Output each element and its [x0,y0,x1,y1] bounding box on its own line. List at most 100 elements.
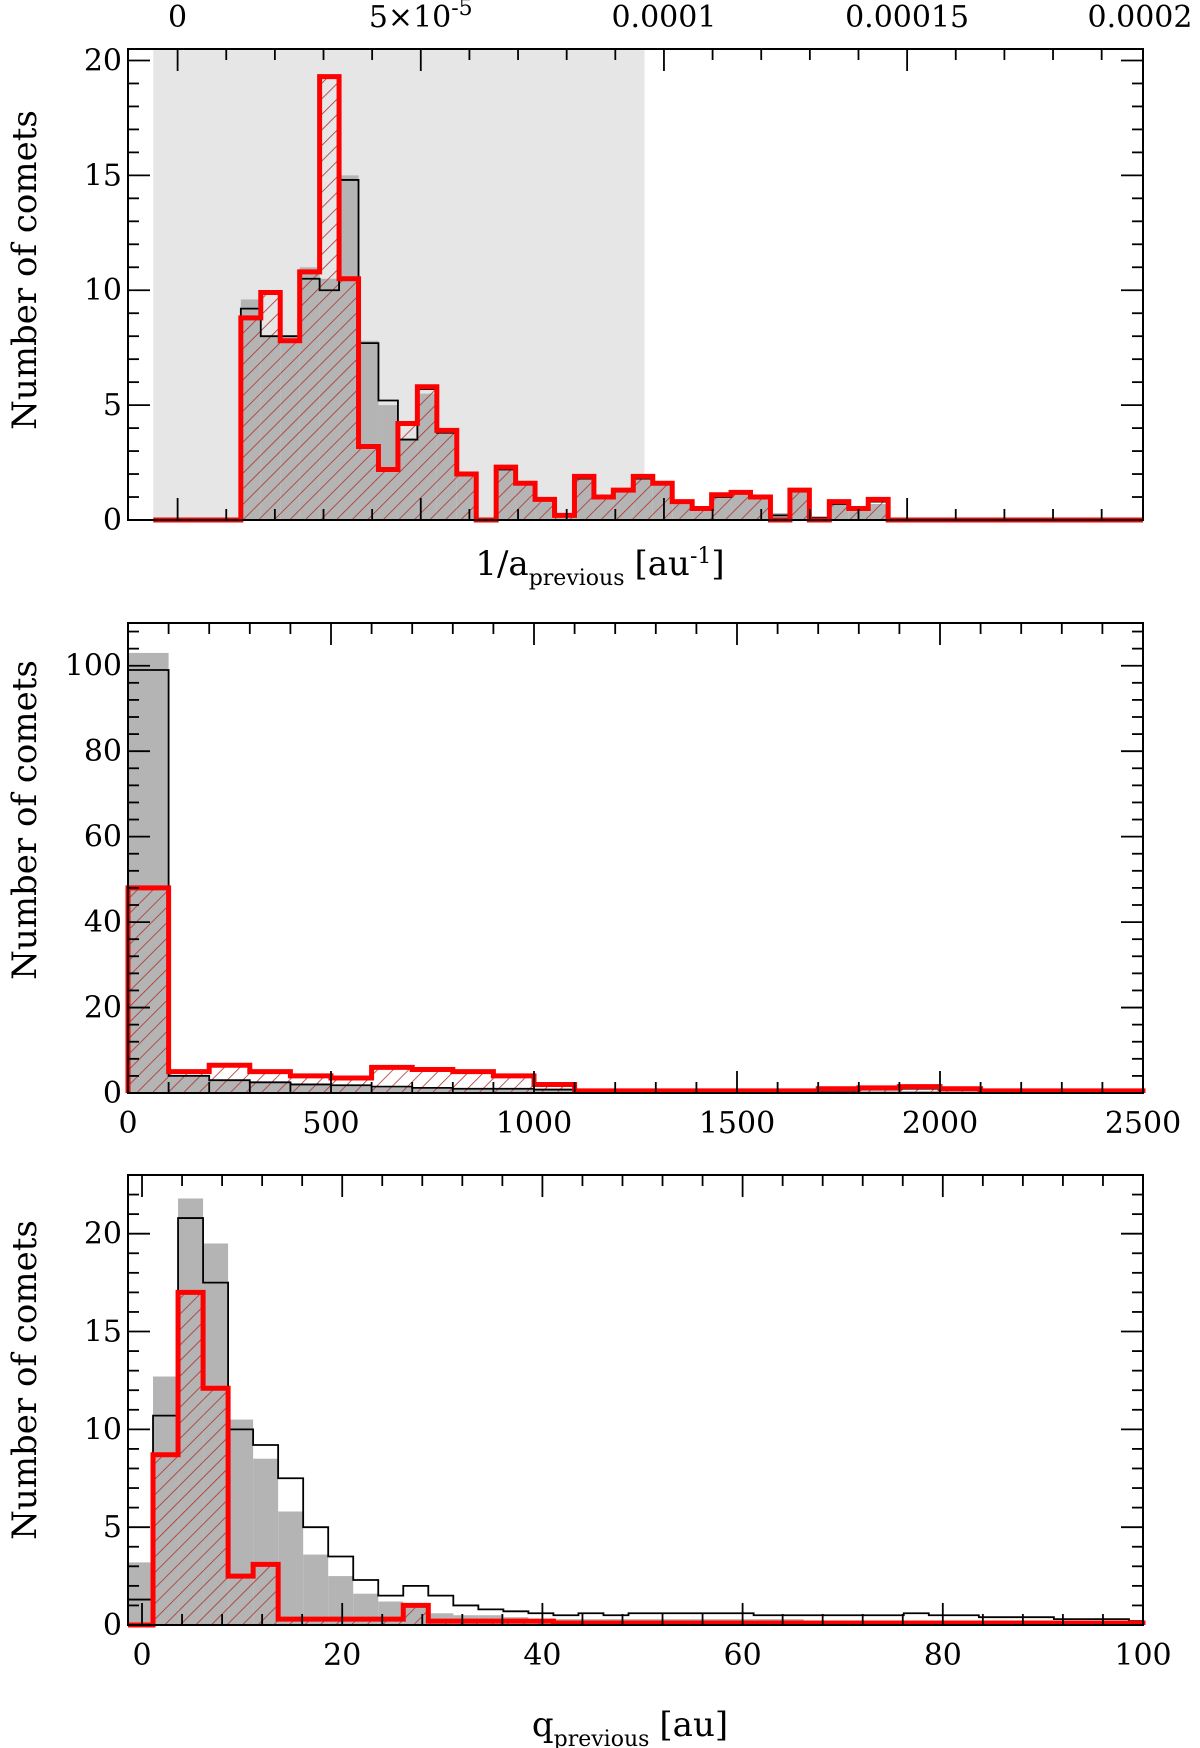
hatched-bar [789,490,810,520]
hatched-bar [574,476,594,520]
histogram-bars-bottom [127,1198,1146,1628]
gray-bar [303,1554,329,1625]
x-axis-label-bottom-subscript: previous [554,1727,650,1748]
hatched-bar [412,1069,453,1093]
red-outline-series [128,1289,1146,1628]
x-tick-label-top: 5×10-5 [369,0,473,35]
x-axis-label-bottom-main: q [532,1705,554,1745]
x-tick-label: 0 [132,1638,151,1673]
x-tick-label: 2000 [902,1106,978,1141]
x-tick-label-top: 0.0002 [1088,0,1193,35]
y-tick-label: 15 [84,1315,122,1350]
hatched-bar [672,501,693,520]
hatched-bar [750,497,771,520]
hatched-bar [240,317,261,520]
hatched-bar [260,292,281,520]
x-tick-label: 1000 [496,1106,572,1141]
histogram-bars-middle [125,652,1146,1094]
x-tick-label: 80 [924,1638,962,1673]
x-tick-label-top-exponent: -5 [451,0,472,21]
hatched-bar [456,474,477,520]
x-axis-label-bottom: qprevious [au] [532,1705,728,1748]
ticks-bottom: 0 5 10 15 20 0 20 40 60 80 100 [84,1174,1172,1673]
y-tick-label: 10 [84,1412,122,1447]
y-tick-label: 100 [65,649,122,684]
axes-frame-bottom [127,1174,1144,1626]
y-axis-label-middle: Number of comets [5,660,45,980]
hatched-bar [278,1619,304,1625]
y-tick-label: 5 [103,388,122,423]
x-axis-label-top-subscript: previous [529,566,625,591]
y-axis-label-bottom: Number of comets [5,1220,45,1540]
hatched-bar [168,1071,210,1093]
hatched-bar [358,446,379,520]
hatched-bar [203,1388,229,1625]
hatched-bar [493,1075,534,1093]
panel-bottom: 0 5 10 15 20 0 20 40 60 80 100 Number of comets qp… [5,1174,1172,1748]
hatched-bar [403,1605,429,1625]
x-tick-label: 20 [323,1638,361,1673]
hatched-bar [353,1619,379,1625]
y-tick-label: 10 [84,273,122,308]
hatched-bar [378,469,398,520]
histogram-bars-top [153,74,1143,523]
hatched-bar [711,494,732,520]
hatched-bar [328,1619,354,1625]
hatched-bar [829,501,849,520]
y-tick-label: 15 [84,158,122,193]
x-axis-label-top-unit-end: ] [711,544,724,584]
x-axis-label-top: 1/aprevious [au-1] [475,544,724,591]
red-outline-series [153,74,1143,523]
hatched-bar [228,1576,254,1625]
hatched-bar [692,508,712,520]
hatched-bar [515,483,536,520]
y-tick-label: 20 [84,1217,122,1252]
hatched-bar [868,499,889,520]
ticks-top: 0 5 10 15 20 0 5×10-5 0.0001 0.00015 0.0002 [84,0,1193,538]
x-tick-label: 2500 [1105,1106,1181,1141]
x-axis-label-top-unit: [au [635,544,690,584]
hatched-bar [652,483,673,520]
x-tick-label: 100 [1114,1638,1171,1673]
hatched-bar [371,1067,413,1093]
y-tick-label: 0 [103,1076,122,1111]
x-axis-label-top-main: 1/a [475,544,528,584]
hatched-bar [535,499,555,520]
y-tick-label: 0 [103,1608,122,1643]
x-tick-label: 1500 [699,1106,775,1141]
hatched-bar [178,1292,204,1625]
hatched-bar [397,423,418,520]
x-tick-label-top: 0.00015 [845,0,969,35]
gray-bar [128,1562,154,1625]
y-tick-label: 20 [84,43,122,78]
hatched-bar [417,386,437,520]
x-tick-label-top: 0 [168,0,187,35]
y-tick-label: 40 [84,905,122,940]
hatched-bar [253,1564,279,1625]
x-tick-label: 500 [302,1106,359,1141]
gray-bar [770,513,790,520]
hatched-bar [899,1086,940,1093]
hatched-bar [319,76,340,520]
hatched-bar [303,1619,329,1625]
red-outline-series [125,885,1146,1094]
hatched-bar [378,1619,404,1625]
hatched-bar [280,340,300,520]
hatched-bar [436,430,457,520]
y-tick-label: 20 [84,991,122,1026]
x-tick-label: 60 [724,1638,762,1673]
y-tick-label: 60 [84,820,122,855]
y-tick-label: 80 [84,734,122,769]
x-tick-label: 40 [523,1638,561,1673]
black-outline-series [127,669,1144,1093]
black-outline-series [127,1217,1144,1625]
hatched-bar [613,490,634,520]
y-axis-label-top: Number of comets [5,110,45,430]
hatched-bar [731,492,751,520]
hatched-bar [496,467,516,520]
hatched-bar [452,1071,494,1093]
hatched-bar [633,476,653,520]
x-tick-label-top: 0.0001 [611,0,716,35]
